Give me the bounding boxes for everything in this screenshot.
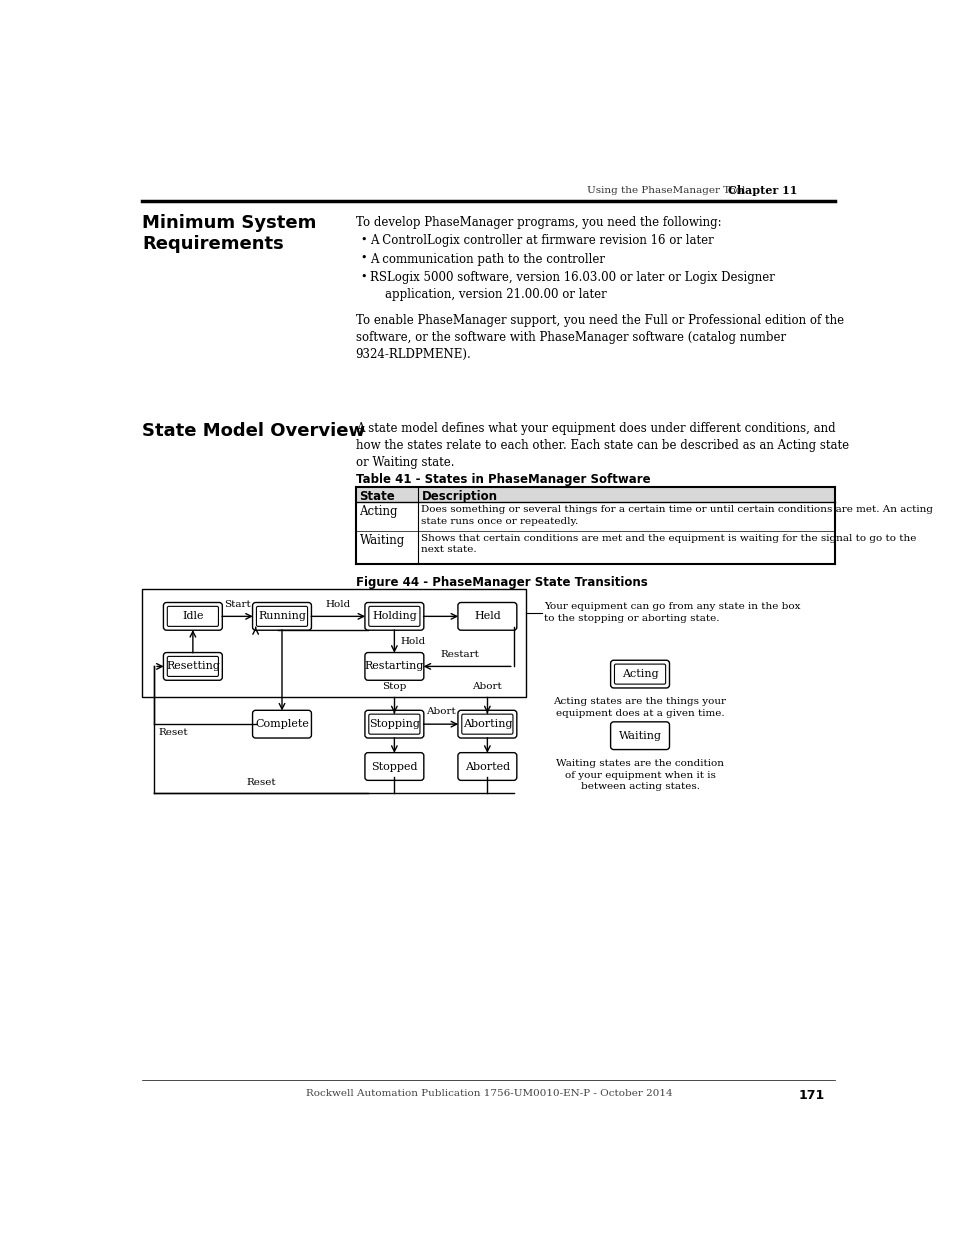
Text: Waiting: Waiting — [618, 731, 660, 741]
Text: Chapter 11: Chapter 11 — [728, 185, 797, 196]
Text: Aborting: Aborting — [462, 719, 512, 729]
Text: Rockwell Automation Publication 1756-UM0010-EN-P - October 2014: Rockwell Automation Publication 1756-UM0… — [305, 1089, 672, 1098]
FancyBboxPatch shape — [365, 752, 423, 781]
Text: A ControlLogix controller at firmware revision 16 or later: A ControlLogix controller at firmware re… — [369, 235, 713, 247]
Text: Abort: Abort — [426, 708, 456, 716]
FancyBboxPatch shape — [256, 606, 307, 626]
Text: To develop PhaseManager programs, you need the following:: To develop PhaseManager programs, you ne… — [355, 216, 720, 228]
Text: Reset: Reset — [246, 778, 275, 787]
Text: Running: Running — [258, 611, 306, 621]
FancyBboxPatch shape — [365, 652, 423, 680]
FancyBboxPatch shape — [253, 710, 311, 739]
FancyBboxPatch shape — [457, 752, 517, 781]
Text: Complete: Complete — [254, 719, 309, 729]
Text: Acting: Acting — [621, 669, 658, 679]
Text: •: • — [360, 235, 366, 245]
FancyBboxPatch shape — [614, 664, 665, 684]
Text: State: State — [359, 490, 395, 503]
Text: Acting: Acting — [359, 505, 397, 519]
FancyBboxPatch shape — [365, 603, 423, 630]
Text: Table 41 - States in PhaseManager Software: Table 41 - States in PhaseManager Softwa… — [355, 473, 650, 487]
FancyBboxPatch shape — [369, 714, 419, 734]
FancyBboxPatch shape — [369, 606, 419, 626]
Text: RSLogix 5000 software, version 16.03.00 or later or Logix Designer
    applicati: RSLogix 5000 software, version 16.03.00 … — [369, 272, 774, 301]
FancyBboxPatch shape — [457, 710, 517, 739]
Text: Held: Held — [474, 611, 500, 621]
Text: Start: Start — [224, 600, 251, 609]
FancyBboxPatch shape — [461, 714, 513, 734]
FancyBboxPatch shape — [610, 721, 669, 750]
Text: Resetting: Resetting — [166, 662, 219, 672]
Text: Reset: Reset — [158, 727, 188, 737]
Bar — [142, 589, 525, 698]
Text: Restarting: Restarting — [364, 662, 424, 672]
Text: Minimum System
Requirements: Minimum System Requirements — [142, 214, 316, 253]
Text: Stop: Stop — [382, 682, 406, 692]
Text: Aborted: Aborted — [464, 762, 510, 772]
Text: Abort: Abort — [472, 682, 501, 692]
Bar — [355, 487, 835, 503]
Text: Waiting: Waiting — [359, 534, 404, 547]
Text: Waiting states are the condition
of your equipment when it is
between acting sta: Waiting states are the condition of your… — [556, 758, 723, 792]
Text: Does something or several things for a certain time or until certain conditions : Does something or several things for a c… — [421, 505, 933, 526]
Text: Your equipment can go from any state in the box
to the stopping or aborting stat: Your equipment can go from any state in … — [543, 603, 800, 622]
Text: Hold: Hold — [325, 600, 351, 609]
Text: To enable PhaseManager support, you need the Full or Professional edition of the: To enable PhaseManager support, you need… — [355, 314, 842, 361]
FancyBboxPatch shape — [610, 661, 669, 688]
FancyBboxPatch shape — [163, 652, 222, 680]
FancyBboxPatch shape — [457, 603, 517, 630]
Text: A communication path to the controller: A communication path to the controller — [369, 253, 604, 266]
Text: Acting states are the things your
equipment does at a given time.: Acting states are the things your equipm… — [553, 698, 726, 718]
FancyBboxPatch shape — [365, 710, 423, 739]
Text: •: • — [360, 253, 366, 263]
FancyBboxPatch shape — [253, 603, 311, 630]
Text: Hold: Hold — [400, 637, 425, 646]
Text: Stopped: Stopped — [371, 762, 417, 772]
Text: Restart: Restart — [439, 650, 478, 658]
Text: State Model Overview: State Model Overview — [142, 421, 365, 440]
Text: Idle: Idle — [182, 611, 203, 621]
Text: Shows that certain conditions are met and the equipment is waiting for the signa: Shows that certain conditions are met an… — [421, 534, 916, 555]
Text: A state model defines what your equipment does under different conditions, and
h: A state model defines what your equipmen… — [355, 421, 848, 468]
Text: Figure 44 - PhaseManager State Transitions: Figure 44 - PhaseManager State Transitio… — [355, 576, 647, 589]
Text: Holding: Holding — [372, 611, 416, 621]
FancyBboxPatch shape — [167, 606, 218, 626]
Text: Using the PhaseManager Tool: Using the PhaseManager Tool — [586, 186, 744, 195]
FancyBboxPatch shape — [167, 656, 218, 677]
FancyBboxPatch shape — [163, 603, 222, 630]
Text: Description: Description — [421, 490, 497, 503]
Text: Stopping: Stopping — [369, 719, 419, 729]
Text: 171: 171 — [798, 1089, 823, 1102]
Text: •: • — [360, 272, 366, 282]
